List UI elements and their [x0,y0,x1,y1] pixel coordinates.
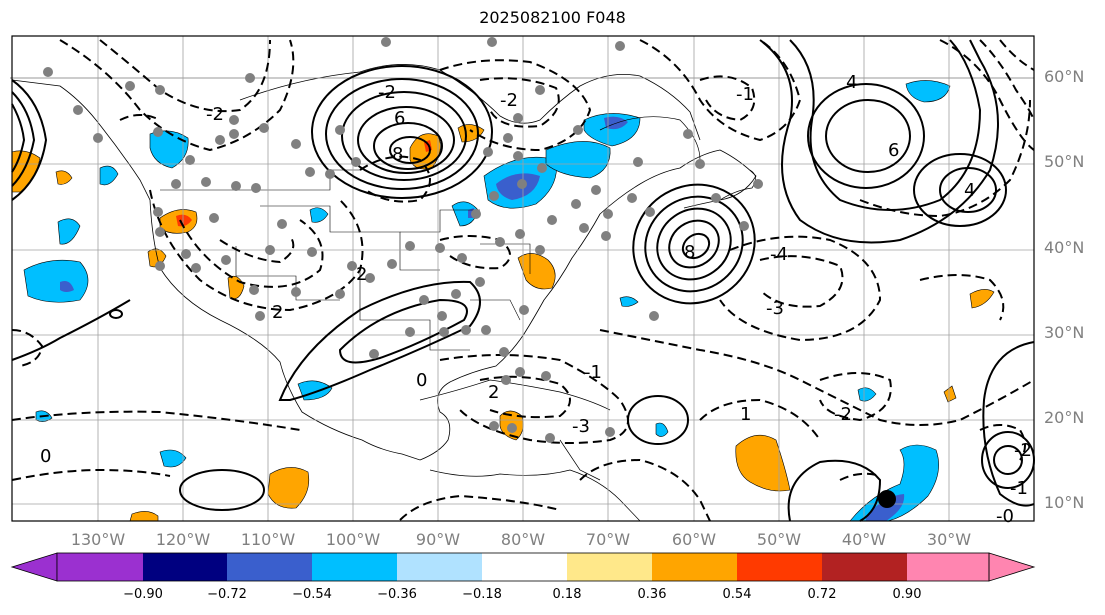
contour-label: -1 [1010,478,1028,499]
negative-contours [11,39,1035,522]
lon-label: 110°W [240,530,296,549]
contour-label: -2 [500,90,518,111]
contour-label: 4 [846,72,857,93]
grid-lines [12,36,1034,521]
lat-label: 30°N [1044,323,1085,342]
colorbar-tick-label: 0.90 [892,587,922,602]
lon-label: 80°W [500,530,546,549]
colorbar-extend-high [988,552,1036,582]
contour-label: 2 [488,382,499,403]
colorbar-bin [652,553,737,581]
lon-label: 40°W [841,530,887,549]
filled-anomalies [11,80,995,522]
lon-label: 60°W [671,530,717,549]
contour-label: 2 [356,264,367,285]
colorbar-tick-label: −0.90 [123,587,163,602]
contour-label: 8 [392,144,403,165]
map-frame [11,35,1035,522]
lon-label: 100°W [325,530,381,549]
contour-label: 1 [740,404,751,425]
contour-label: 0 [40,446,51,467]
colorbar-bin [143,553,227,581]
colorbar-tick-label: 0.18 [552,587,582,602]
lon-label: 70°W [585,530,631,549]
colorbar-tick-label: −0.36 [377,587,417,602]
lat-label: 20°N [1044,408,1085,427]
contour-label: 6 [888,140,899,161]
contour-label: 8 [684,242,695,263]
colorbar-bin [822,553,907,581]
positive-contours [11,39,1035,522]
station-markers [43,37,763,443]
colorbar-tick-label: −0.72 [207,587,247,602]
lon-label: 50°W [756,530,802,549]
storm-center-marker [878,490,896,508]
colorbar-extend-low [10,552,58,582]
colorbar-bin [907,553,989,581]
colorbar-tick-label: −0.54 [292,587,332,602]
colorbar-tick-label: −0.18 [462,587,502,602]
lat-label: 10°N [1044,493,1085,512]
lon-label: 30°W [926,530,972,549]
contour-label: 0 [416,370,427,391]
lat-label: 40°N [1044,238,1085,257]
lon-label: 120°W [155,530,211,549]
colorbar-tick-label: 0.54 [722,587,752,602]
colorbar-bin [57,553,143,581]
contour-label: -0 [996,506,1014,527]
contour-label: -1 [584,362,602,383]
lat-label: 60°N [1044,67,1085,86]
colorbar-tick-label: 0.72 [807,587,837,602]
colorbar [10,552,1036,582]
colorbar-bin [227,553,312,581]
colorbar-tick-label: 0.36 [637,587,667,602]
contour-label: -2 [206,104,224,125]
contour-label: 2 [272,302,283,323]
colorbar-bin [312,553,397,581]
contour-label: -3 [766,298,784,319]
contour-label: -2 [378,82,396,103]
contour-label: -2 [1014,440,1032,461]
contour-labels: -2 6 8 -2 2 -4 8 4 6 4 -3 -2 -1 -3 -2 -1… [40,72,1032,527]
contour-label: 6 [394,108,405,129]
contour-label: -4 [770,244,788,265]
colorbar-bin [482,553,567,581]
colorbar-bin [397,553,482,581]
contour-label: -3 [572,416,590,437]
lon-label: 90°W [415,530,461,549]
contour-label: -1 [736,84,754,105]
colorbar-bin [567,553,652,581]
lon-label: 130°W [70,530,126,549]
lat-label: 50°N [1044,152,1085,171]
colorbar-bin [737,553,822,581]
map-title: 2025082100 F048 [479,8,626,27]
contour-label: 4 [964,180,975,201]
contour-label: -2 [834,404,852,425]
